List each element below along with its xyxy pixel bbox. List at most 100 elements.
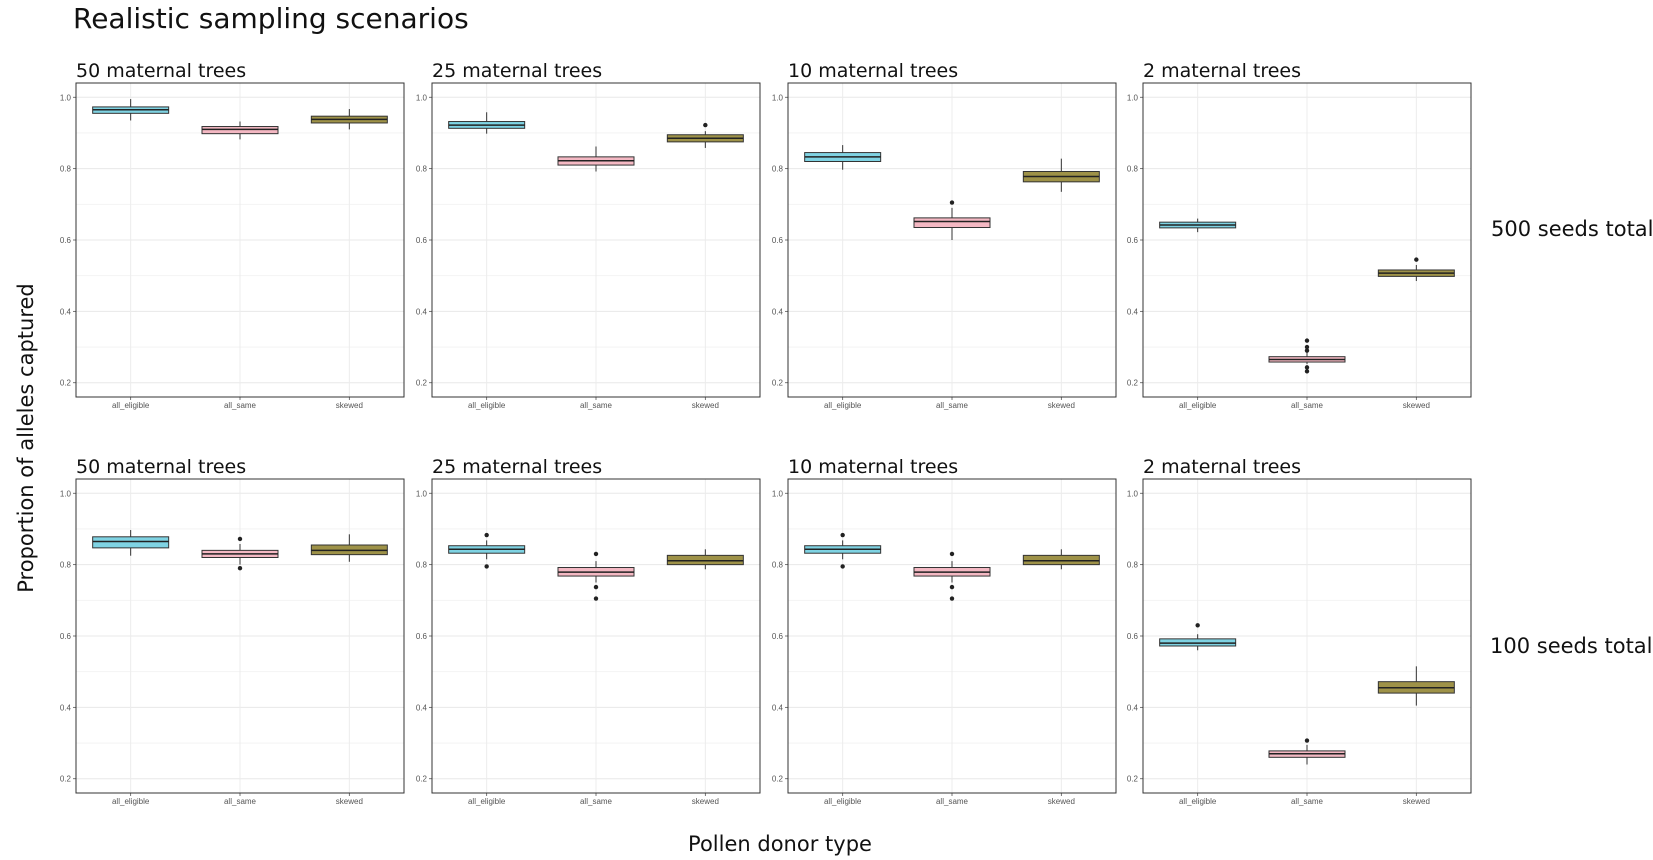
y-tick-label: 0.6 [60, 236, 72, 245]
box-skewed [1022, 549, 1100, 570]
x-tick-label: all_same [224, 797, 257, 806]
y-tick-label: 0.6 [1127, 236, 1139, 245]
x-tick-label: skewed [1403, 401, 1430, 410]
panel-title: 50 maternal trees [76, 456, 246, 478]
y-tick-label: 0.4 [416, 703, 428, 712]
panel-border [431, 478, 761, 794]
box-all-same [557, 551, 635, 601]
x-tick-label: skewed [1048, 797, 1075, 806]
outlier-point [949, 584, 955, 590]
x-tick-label: all_same [580, 797, 613, 806]
x-tick-label: all_same [224, 401, 257, 410]
panel-border [787, 82, 1117, 398]
y-tick-label: 0.6 [772, 236, 784, 245]
box-skewed [1022, 158, 1100, 192]
y-tick-label: 0.6 [1127, 632, 1139, 641]
y-tick-label: 1.0 [60, 489, 72, 498]
row-label-100-seeds: 100 seeds total [1490, 634, 1653, 658]
panel-border [431, 82, 761, 398]
panel-border [1142, 478, 1472, 794]
figure-title: Realistic sampling scenarios [73, 2, 469, 35]
box-all-eligible [1159, 218, 1237, 233]
panel-border [75, 478, 405, 794]
y-tick-label: 1.0 [416, 489, 428, 498]
box-all-eligible [804, 145, 882, 170]
y-tick-label: 1.0 [60, 93, 72, 102]
x-tick-label: skewed [692, 797, 719, 806]
panel-border [1142, 82, 1472, 398]
y-tick-label: 0.4 [60, 703, 72, 712]
x-tick-label: all_same [580, 401, 613, 410]
x-axis-title: Pollen donor type [688, 832, 872, 856]
box-all-same [201, 121, 279, 140]
box-all-eligible [448, 112, 526, 134]
y-tick-label: 1.0 [1127, 93, 1139, 102]
x-tick-label: all_eligible [824, 401, 862, 410]
y-tick-label: 0.2 [1127, 775, 1139, 784]
y-tick-label: 0.2 [1127, 379, 1139, 388]
outlier-point [840, 564, 845, 569]
box-all-eligible [92, 530, 170, 556]
x-tick-label: all_same [936, 401, 969, 410]
outlier-point [840, 532, 845, 538]
panel-title: 25 maternal trees [432, 456, 602, 478]
x-tick-label: all_eligible [468, 797, 506, 806]
panel-1: 50 maternal trees 0.2 0.4 0.6 0.8 1.0 all_elig… [60, 60, 405, 410]
panel-8: 2 maternal trees 0.2 0.4 0.6 0.8 1.0 all_eligi… [1127, 456, 1472, 806]
outlier-point [949, 200, 955, 205]
box-all-same [201, 536, 279, 571]
panel-3: 10 maternal trees 0.2 0.4 0.6 0.8 1.0 all_elig… [772, 60, 1117, 410]
y-tick-label: 0.8 [772, 561, 784, 570]
box-skewed [1377, 666, 1455, 706]
outlier-point [593, 551, 599, 557]
y-tick-label: 0.8 [416, 561, 428, 570]
x-tick-label: skewed [336, 401, 363, 410]
y-tick-label: 0.4 [772, 703, 784, 712]
outlier-point [1304, 348, 1310, 353]
y-tick-label: 1.0 [1127, 489, 1139, 498]
outlier-point [1304, 365, 1310, 370]
box-all-eligible [1159, 623, 1237, 651]
y-tick-label: 1.0 [416, 93, 428, 102]
y-tick-label: 0.2 [416, 775, 428, 784]
y-tick-label: 0.4 [1127, 703, 1139, 712]
box-skewed [310, 534, 388, 562]
y-tick-label: 0.6 [772, 632, 784, 641]
x-tick-label: all_eligible [112, 797, 150, 806]
y-tick-label: 0.4 [60, 307, 72, 316]
box-all-same [1268, 738, 1346, 765]
y-tick-label: 0.8 [1127, 165, 1139, 174]
box-all-same [913, 200, 991, 240]
outlier-point [949, 551, 955, 557]
panel-title: 50 maternal trees [76, 60, 246, 82]
outlier-point [1304, 369, 1310, 374]
box-skewed [310, 109, 388, 130]
box-all-same [557, 146, 635, 172]
x-tick-label: skewed [1048, 401, 1075, 410]
iqr-box [913, 217, 991, 229]
x-tick-label: all_eligible [468, 401, 506, 410]
panel-title: 25 maternal trees [432, 60, 602, 82]
x-tick-label: all_same [1291, 401, 1324, 410]
panel-title: 10 maternal trees [788, 456, 958, 478]
box-all-same [1268, 338, 1346, 374]
x-tick-label: all_eligible [1179, 797, 1217, 806]
outlier-point [593, 584, 599, 590]
panel-border [787, 478, 1117, 794]
outlier-point [484, 564, 489, 569]
y-tick-label: 0.8 [60, 561, 72, 570]
y-tick-label: 0.6 [416, 236, 428, 245]
y-tick-label: 0.2 [60, 775, 72, 784]
x-tick-label: skewed [1403, 797, 1430, 806]
outlier-point [703, 122, 708, 128]
outlier-point [1195, 623, 1200, 628]
y-tick-label: 0.2 [60, 379, 72, 388]
x-tick-label: all_eligible [824, 797, 862, 806]
y-tick-label: 0.4 [1127, 307, 1139, 316]
panel-7: 10 maternal trees 0.2 0.4 0.6 0.8 1.0 all_elig… [772, 456, 1117, 806]
box-all-same [913, 551, 991, 601]
y-tick-label: 0.2 [416, 379, 428, 388]
x-tick-label: all_same [1291, 797, 1324, 806]
panel-4: 2 maternal trees 0.2 0.4 0.6 0.8 1.0 all_eligi… [1127, 60, 1472, 410]
box-all-eligible [448, 532, 526, 569]
